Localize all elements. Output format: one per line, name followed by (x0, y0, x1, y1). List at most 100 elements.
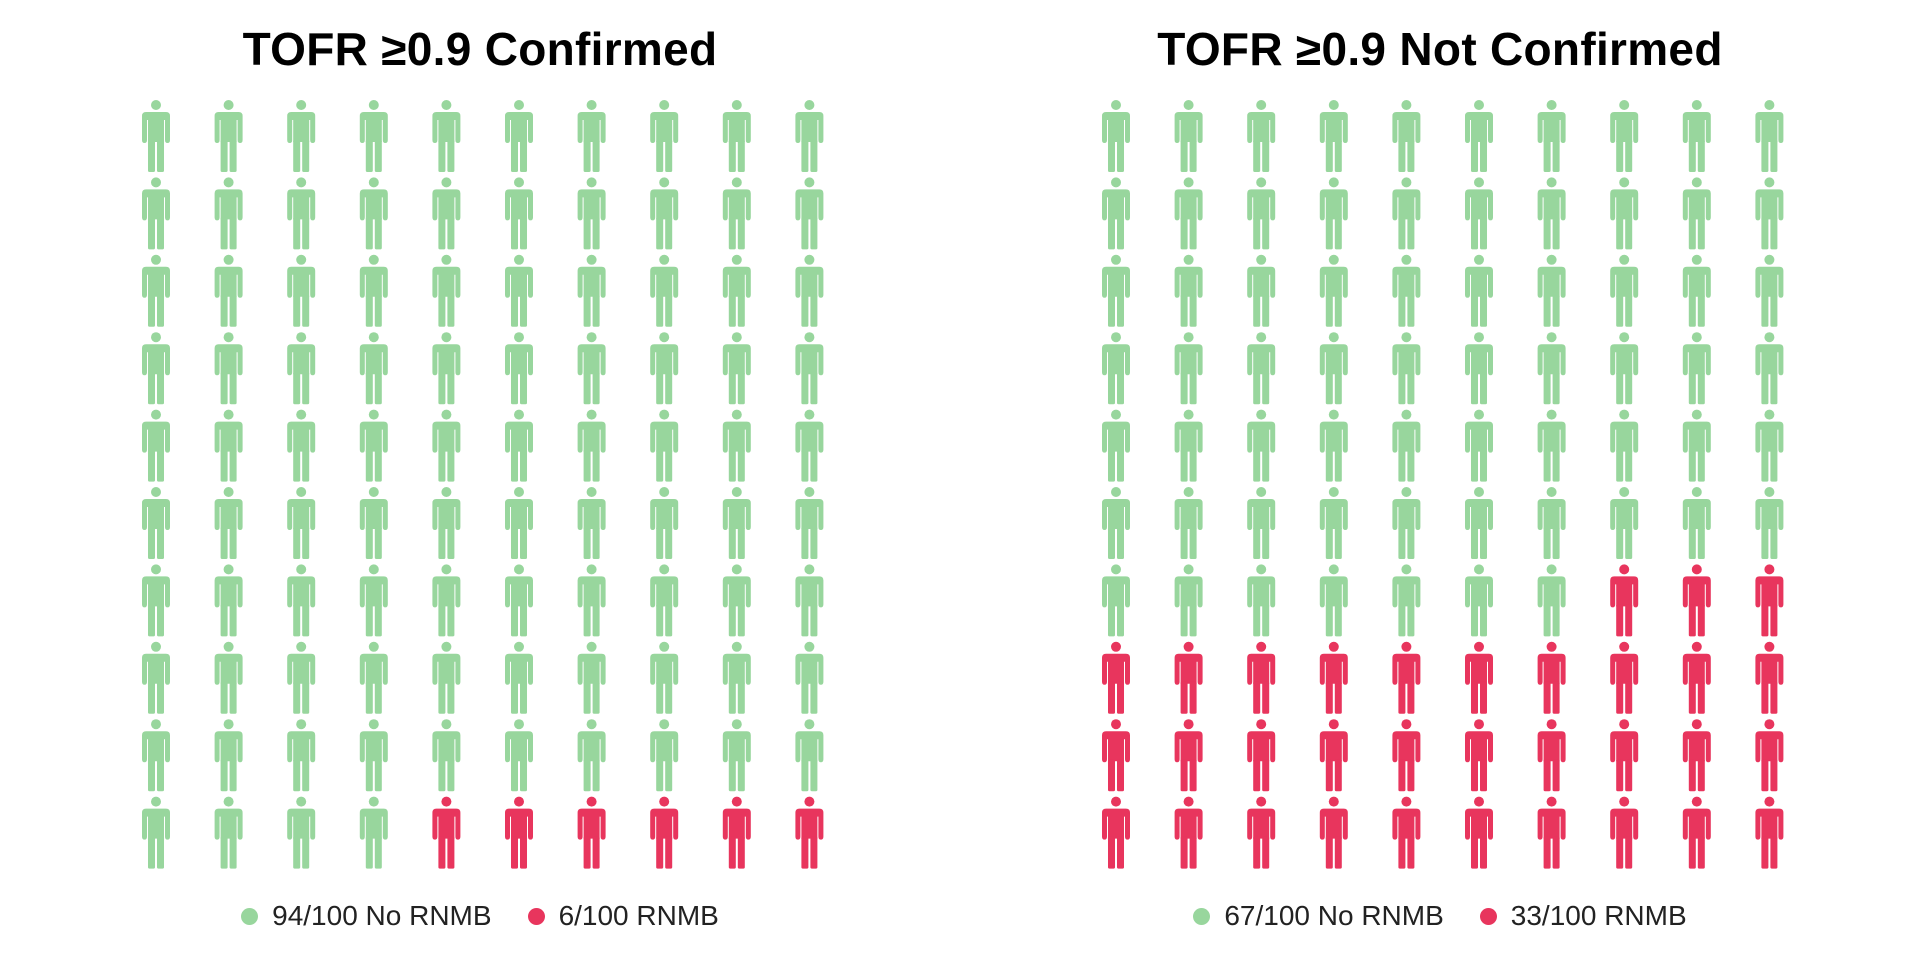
legend-item-no-rnmb: 67/100 No RNMB (1193, 900, 1444, 932)
person-icon (1392, 796, 1421, 869)
person-icon (1755, 641, 1784, 714)
person-icon (722, 332, 751, 405)
waffle-grid-confirmed (142, 100, 824, 869)
waffle-grid-not-confirmed (1102, 100, 1784, 869)
person-icon (1465, 796, 1493, 869)
person-icon (577, 254, 606, 327)
person-icon (1102, 254, 1130, 327)
person-icon (577, 332, 606, 405)
person-icon (1610, 100, 1639, 172)
person-icon (1682, 487, 1711, 559)
person-icon (577, 719, 606, 792)
person-icon (287, 254, 316, 327)
person-icon (1537, 409, 1566, 482)
person-icon (432, 796, 461, 869)
person-icon (577, 796, 606, 869)
person-icon (650, 641, 679, 714)
person-icon (795, 796, 824, 869)
person-icon (577, 100, 606, 172)
chart-legend: 94/100 No RNMB 6/100 RNMB (0, 900, 960, 932)
person-icon (505, 641, 533, 714)
person-icon (432, 177, 461, 250)
legend-dot-icon (1193, 907, 1211, 925)
person-icon (722, 177, 751, 250)
person-icon (795, 100, 824, 172)
chart-legend: 67/100 No RNMB 33/100 RNMB (960, 900, 1920, 932)
person-icon (1319, 487, 1348, 559)
person-icon (1392, 487, 1421, 559)
person-icon (1755, 487, 1784, 559)
person-icon (142, 409, 170, 482)
person-icon (1102, 332, 1130, 405)
person-icon (359, 641, 388, 714)
chart-title: TOFR ≥0.9 Not Confirmed (1157, 23, 1723, 75)
person-icon (1102, 100, 1130, 172)
person-icon (1392, 719, 1421, 792)
person-icon (214, 177, 243, 250)
person-icon (1174, 332, 1203, 405)
person-icon (287, 177, 316, 250)
person-icon (142, 796, 170, 869)
person-icon (359, 487, 388, 559)
person-icon (142, 487, 170, 559)
person-icon (650, 254, 679, 327)
person-icon (1247, 641, 1276, 714)
legend-dot-icon (1479, 907, 1497, 925)
person-icon (1465, 332, 1493, 405)
person-icon (359, 409, 388, 482)
person-icon (1247, 332, 1276, 405)
person-icon (1610, 719, 1639, 792)
person-icon (1755, 254, 1784, 327)
person-icon (1319, 177, 1348, 250)
person-icon (1610, 409, 1639, 482)
person-icon (1610, 254, 1639, 327)
person-icon (287, 100, 316, 172)
person-icon (1682, 100, 1711, 172)
person-icon (650, 487, 679, 559)
person-icon (505, 564, 533, 637)
person-icon (432, 332, 461, 405)
person-icon (722, 564, 751, 637)
person-icon (1319, 719, 1348, 792)
person-icon (359, 719, 388, 792)
person-icon (142, 177, 170, 250)
legend-label: 94/100 No RNMB (272, 900, 492, 931)
person-icon (505, 409, 533, 482)
person-icon (1174, 641, 1203, 714)
person-icon (1174, 487, 1203, 559)
person-icon (1465, 719, 1493, 792)
person-icon (650, 332, 679, 405)
person-icon (1174, 100, 1203, 172)
legend-dot-icon (241, 907, 259, 925)
person-icon (1319, 641, 1348, 714)
person-icon (1537, 796, 1566, 869)
person-icon (1247, 719, 1276, 792)
person-icon (1682, 177, 1711, 250)
person-icon (1392, 564, 1421, 637)
person-icon (1537, 487, 1566, 559)
person-icon (505, 487, 533, 559)
person-icon (1392, 100, 1421, 172)
person-icon (505, 332, 533, 405)
person-icon (1755, 564, 1784, 637)
person-icon (214, 564, 243, 637)
person-icon (505, 719, 533, 792)
person-icon (1610, 796, 1639, 869)
person-icon (214, 254, 243, 327)
person-icon (650, 177, 679, 250)
person-icon (359, 100, 388, 172)
person-icon (1465, 177, 1493, 250)
person-icon (1537, 177, 1566, 250)
person-icon (795, 487, 824, 559)
person-icon (214, 796, 243, 869)
person-icon (1465, 641, 1493, 714)
person-icon (287, 719, 316, 792)
person-icon (1102, 177, 1130, 250)
legend-item-rnmb: 6/100 RNMB (527, 900, 719, 932)
person-icon (432, 409, 461, 482)
person-icon (1682, 409, 1711, 482)
person-icon (432, 641, 461, 714)
person-icon (650, 409, 679, 482)
person-icon (1174, 564, 1203, 637)
person-icon (1682, 796, 1711, 869)
